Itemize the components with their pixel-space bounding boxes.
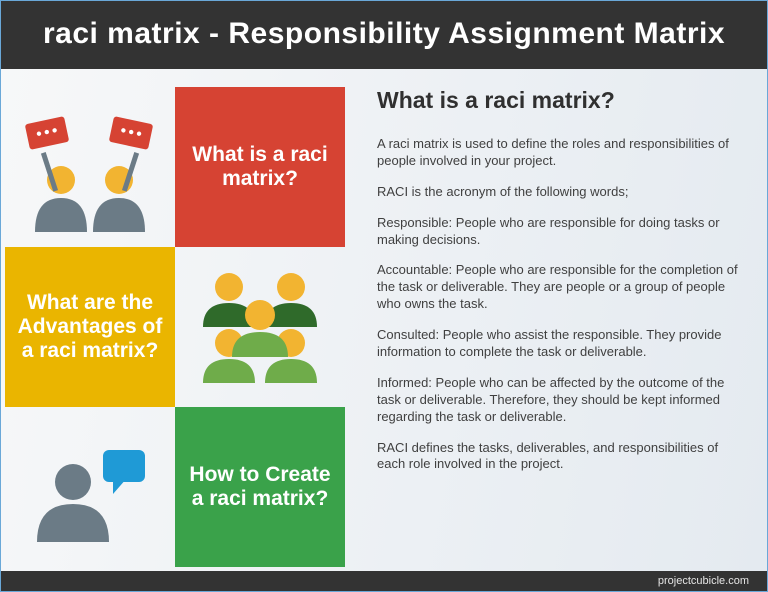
footer-credit: projectcubicle.com [1,571,767,591]
tile-what-is: What is a raci matrix? [175,87,345,247]
tile-advantages: What are the Advantages of a raci matrix… [5,247,175,407]
content-heading: What is a raci matrix? [377,87,749,114]
tile-grid: What is a raci matrix? What are the Adva… [1,69,353,571]
icon-speech [5,407,175,567]
team-icon [185,257,335,397]
tile-label: What are the Advantages of a raci matrix… [13,291,167,363]
content-panel: What is a raci matrix? A raci matrix is … [353,69,767,571]
content-paragraph: RACI is the acronym of the following wor… [377,184,749,201]
page-title: raci matrix - Responsibility Assignment … [1,1,767,69]
content-paragraph: Informed: People who can be affected by … [377,375,749,426]
protest-icon [15,102,165,232]
icon-protest [5,87,175,247]
content-paragraph: A raci matrix is used to define the role… [377,136,749,170]
content-paragraph: Consulted: People who assist the respons… [377,327,749,361]
tile-label: What is a raci matrix? [183,143,337,191]
tile-how-to: How to Create a raci matrix? [175,407,345,567]
content-paragraph: RACI defines the tasks, deliverables, an… [377,440,749,474]
speech-icon [15,422,165,552]
icon-team [175,247,345,407]
tile-label: How to Create a raci matrix? [183,463,337,511]
content-paragraph: Responsible: People who are responsible … [377,215,749,249]
content-paragraph: Accountable: People who are responsible … [377,262,749,313]
